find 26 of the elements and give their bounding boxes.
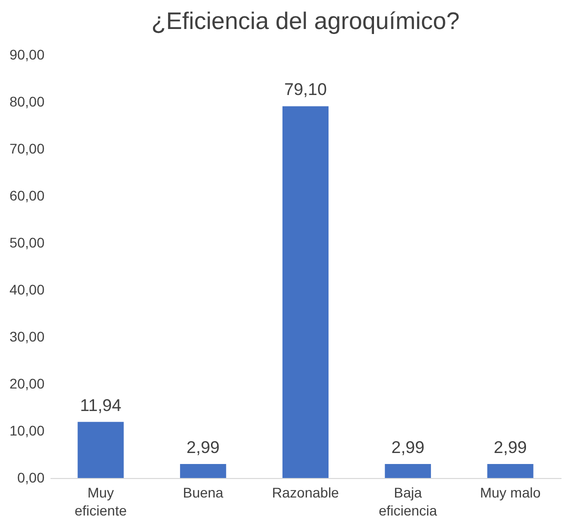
x-tick-label: Baja eficiencia xyxy=(378,484,438,518)
bar xyxy=(78,422,124,478)
y-tick-label: 70,00 xyxy=(9,140,45,156)
y-tick-label: 30,00 xyxy=(9,328,45,344)
y-tick-label: 0,00 xyxy=(17,470,45,486)
y-tick-label: 10,00 xyxy=(9,422,45,438)
y-tick-label: 40,00 xyxy=(9,282,45,298)
chart-title: ¿Eficiencia del agroquímico? xyxy=(151,8,460,35)
y-tick-label: 60,00 xyxy=(9,188,45,204)
bar xyxy=(487,464,534,478)
y-tick-label: 20,00 xyxy=(9,376,45,392)
x-tick-label: Muy eficiente xyxy=(74,484,127,518)
bar xyxy=(282,106,329,478)
x-tick-label: Buena xyxy=(182,484,224,500)
y-tick-label: 50,00 xyxy=(9,234,45,250)
bar xyxy=(180,464,226,478)
data-label: 2,99 xyxy=(494,438,527,457)
data-label: 2,99 xyxy=(186,438,220,457)
data-label: 11,94 xyxy=(80,396,122,415)
y-tick-label: 80,00 xyxy=(9,94,45,110)
x-tick-label: Razonable xyxy=(272,484,340,500)
bar xyxy=(384,464,431,478)
data-label: 2,99 xyxy=(391,438,424,457)
data-label: 79,10 xyxy=(284,80,327,100)
y-tick-label: 90,00 xyxy=(9,46,45,62)
x-tick-label: Muy malo xyxy=(480,484,541,500)
